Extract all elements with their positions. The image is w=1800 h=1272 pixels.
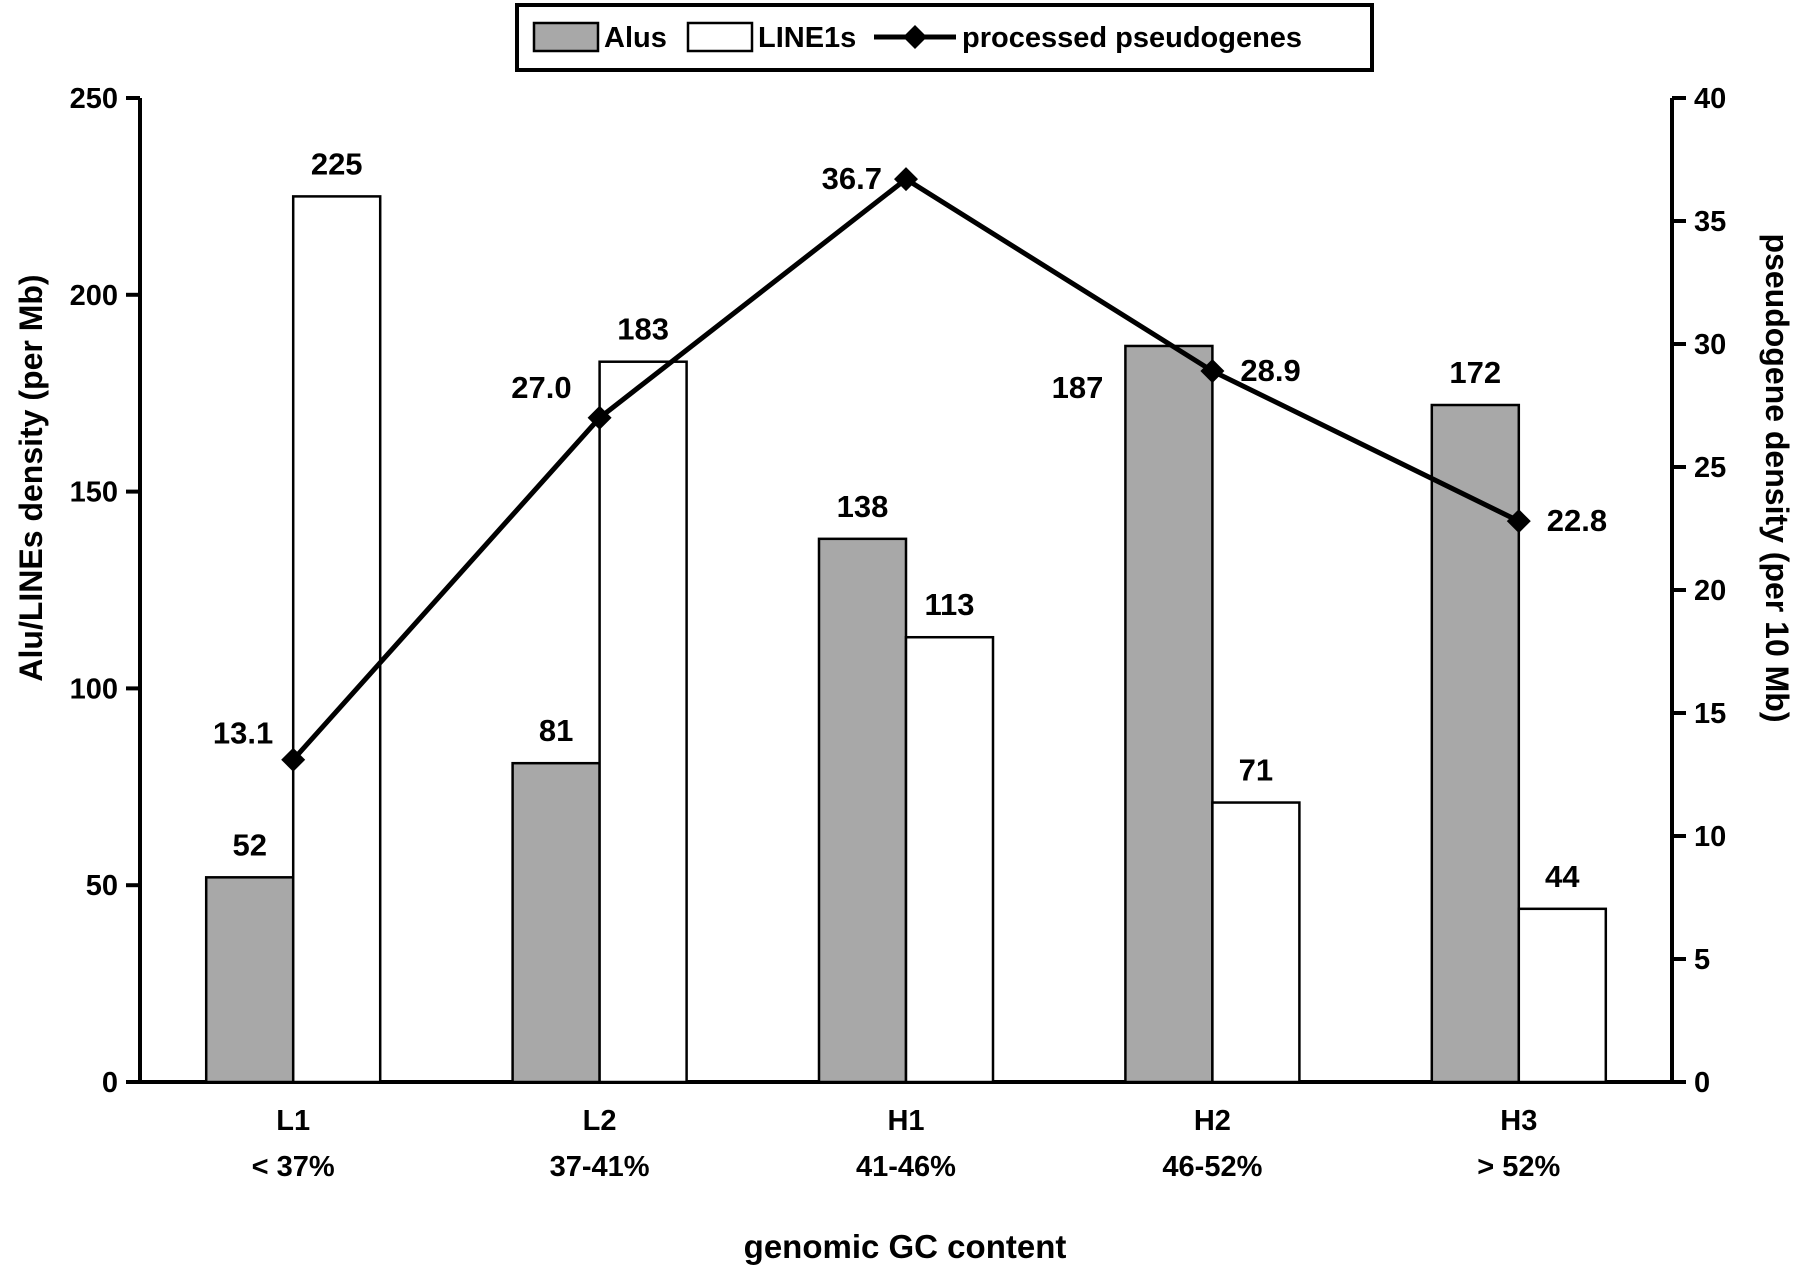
legend-alus-swatch xyxy=(532,21,600,53)
pseudogene-point xyxy=(587,405,612,430)
y-left-tick-label: 0 xyxy=(102,1067,118,1099)
line1s-value-label: 44 xyxy=(1545,859,1580,894)
legend-line1s-swatch xyxy=(686,21,754,53)
y-right-tick-label: 20 xyxy=(1694,575,1726,607)
alus-bar xyxy=(1124,344,1214,1084)
line1s-bar xyxy=(598,360,688,1084)
y-right-tick-label: 0 xyxy=(1694,1067,1710,1099)
line1s-bar xyxy=(291,195,382,1084)
line1s-value-label: 71 xyxy=(1239,753,1273,788)
legend-line1s-label: LINE1s xyxy=(758,22,856,54)
y-right-tick-label: 40 xyxy=(1694,83,1726,115)
legend-pseudogene-marker xyxy=(903,25,927,49)
line1s-bar xyxy=(904,635,995,1084)
pseudogene-point xyxy=(1200,359,1225,384)
pseudogene-value-label: 27.0 xyxy=(511,370,571,405)
y-right-tick-label: 15 xyxy=(1694,698,1726,730)
legend-alus-label: Alus xyxy=(604,22,667,54)
y-left-tick-label: 250 xyxy=(70,83,118,115)
x-category-label: L2 xyxy=(583,1105,617,1137)
y-left-tick-label: 50 xyxy=(86,870,118,902)
pseudogene-line xyxy=(281,167,1531,772)
y-right-tick-label: 5 xyxy=(1694,944,1710,976)
line1s-bar xyxy=(1211,801,1301,1084)
pseudogene-value-label: 36.7 xyxy=(822,161,882,196)
alus-bar xyxy=(511,761,601,1084)
pseudogene-value-label: 22.8 xyxy=(1547,503,1607,538)
line1s-value-label: 113 xyxy=(924,587,974,622)
alus-value-label: 138 xyxy=(837,489,889,524)
legend: Alus LINE1s processed pseudogenes xyxy=(515,3,1374,72)
pseudogene-point xyxy=(281,747,306,772)
x-axis-title: genomic GC content xyxy=(744,1228,1067,1265)
y-right-tick-label: 30 xyxy=(1694,329,1726,361)
y-right-tick-label: 10 xyxy=(1694,821,1726,853)
y-axis-right-title: pseudogene density (per 10 Mb) xyxy=(1759,234,1795,723)
alus-bar xyxy=(1430,403,1521,1084)
line1s-bar xyxy=(1517,907,1608,1084)
x-category-range: 41-46% xyxy=(856,1151,956,1183)
alus-bar xyxy=(817,537,908,1084)
y-axis-left-title: Alu/LINEs density (per Mb) xyxy=(13,274,49,681)
pseudogene-value-label: 28.9 xyxy=(1240,353,1300,388)
y-left-tick-label: 100 xyxy=(70,673,118,705)
pseudogene-point xyxy=(1506,509,1531,534)
x-category-label: H3 xyxy=(1500,1105,1537,1137)
alus-value-label: 187 xyxy=(1052,370,1104,405)
alus-value-label: 52 xyxy=(232,827,266,862)
legend-pseudogene-label: processed pseudogenes xyxy=(962,22,1302,54)
x-category-range: < 37% xyxy=(252,1151,335,1183)
y-left-tick-label: 150 xyxy=(70,477,118,509)
pseudogene-value-label: 13.1 xyxy=(213,716,273,751)
x-category-label: H1 xyxy=(887,1105,924,1137)
line1s-value-label: 183 xyxy=(617,312,669,347)
y-right-tick-label: 35 xyxy=(1694,206,1726,238)
y-right-tick-label: 25 xyxy=(1694,452,1726,484)
alus-bar xyxy=(204,876,295,1084)
y-left-tick-label: 200 xyxy=(70,280,118,312)
x-category-range: > 52% xyxy=(1477,1151,1560,1183)
bars xyxy=(204,195,1608,1084)
pseudogene-point xyxy=(894,167,918,192)
line1s-value-label: 225 xyxy=(311,146,363,181)
alus-value-label: 172 xyxy=(1449,355,1501,390)
alus-value-label: 81 xyxy=(539,713,573,748)
x-category-range: 46-52% xyxy=(1162,1151,1262,1183)
x-category-label: H2 xyxy=(1194,1105,1231,1137)
data-labels: 52 225 81 183 138 113 187 71 172 44 13.1 27.0 36.7 28… xyxy=(213,146,1607,893)
axes: 0 50 100 150 200 250 0 5 10 15 20 25 30 35 40 L1 < 37% L2… xyxy=(70,83,1727,1183)
x-category-label: L1 xyxy=(276,1105,310,1137)
x-category-range: 37-41% xyxy=(550,1151,650,1183)
